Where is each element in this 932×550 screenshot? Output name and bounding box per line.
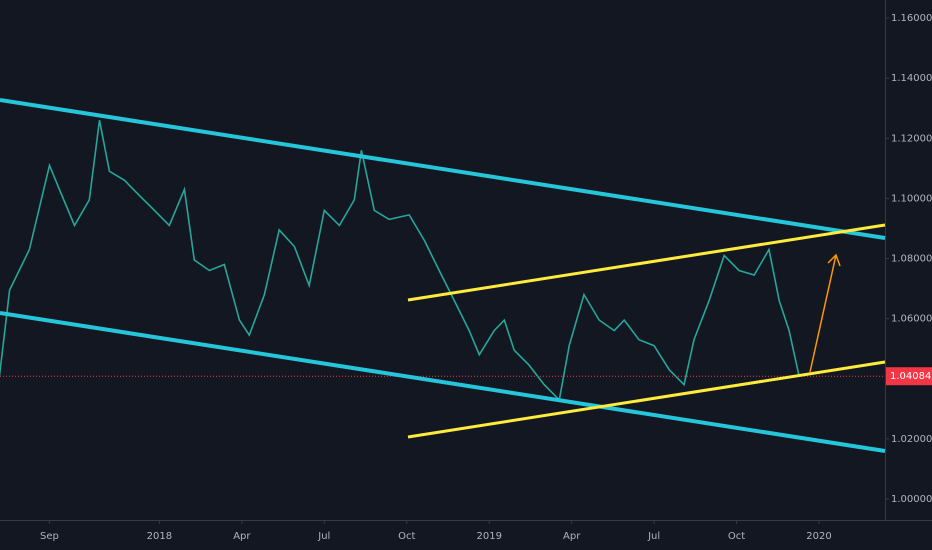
forecast-arrow bbox=[809, 253, 841, 373]
x-tick-label: Oct bbox=[728, 531, 745, 542]
trend-line bbox=[0, 311, 886, 453]
x-tick-label: 2018 bbox=[147, 531, 172, 542]
trend-line bbox=[407, 360, 886, 439]
price-line bbox=[0, 120, 800, 402]
x-tick-label: Apr bbox=[563, 531, 581, 542]
y-tick-label: 1.10000 bbox=[891, 193, 932, 204]
last-price-box bbox=[886, 367, 932, 386]
y-tick-label: 1.00000 bbox=[891, 494, 932, 505]
x-tick-label: Apr bbox=[233, 531, 251, 542]
trend-line bbox=[407, 223, 886, 302]
y-tick-label: 1.02000 bbox=[891, 434, 932, 445]
plot-area bbox=[0, 120, 885, 402]
x-tick-label: 2019 bbox=[476, 531, 501, 542]
y-tick-label: 1.12000 bbox=[891, 133, 932, 144]
x-tick-label: Jul bbox=[647, 531, 660, 542]
x-tick-label: Jul bbox=[317, 531, 330, 542]
y-tick-label: 1.06000 bbox=[891, 314, 932, 325]
x-tick-label: Sep bbox=[40, 531, 59, 542]
x-tick-label: Oct bbox=[398, 531, 415, 542]
last-price-label: 1.04084 bbox=[890, 371, 931, 382]
y-tick-label: 1.08000 bbox=[891, 253, 932, 264]
y-tick-label: 1.14000 bbox=[891, 73, 932, 84]
y-tick-label: 1.16000 bbox=[891, 13, 932, 24]
trend-line bbox=[0, 98, 886, 240]
x-tick-label: 2020 bbox=[806, 531, 831, 542]
